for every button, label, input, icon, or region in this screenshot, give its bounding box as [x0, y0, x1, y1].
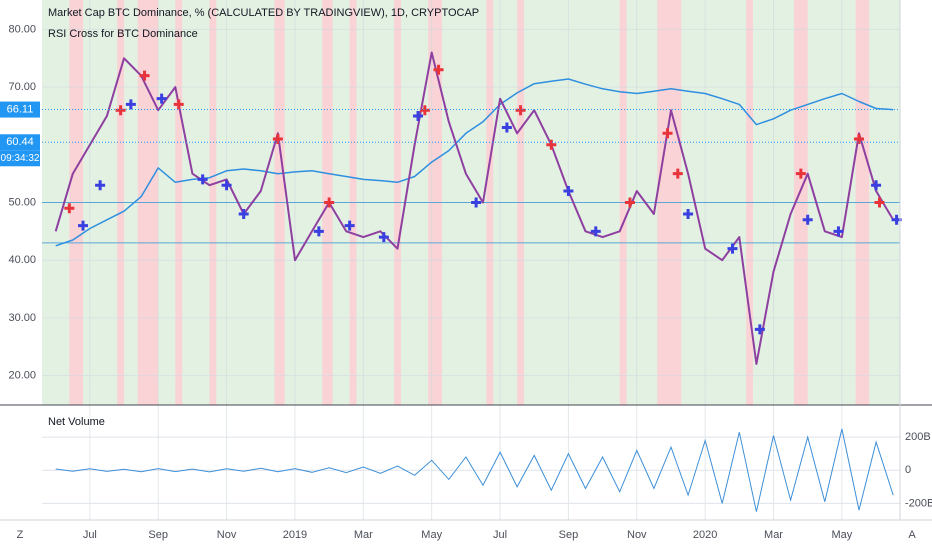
signal-cross [324, 197, 335, 208]
signal-cross [125, 99, 136, 110]
x-tick-label: Jul [493, 529, 507, 541]
signal-cross [471, 197, 482, 208]
signal-cross [313, 226, 324, 237]
y-tick-label: 50.00 [8, 196, 36, 208]
x-tick-label: Sep [559, 529, 579, 541]
signal-cross [546, 139, 557, 150]
volume-title: Net Volume [48, 416, 105, 428]
y-tick-label: 80.00 [8, 23, 36, 35]
signal-cross [833, 226, 844, 237]
price-label: 66.11 [7, 103, 34, 115]
indicator-title: RSI Cross for BTC Dominance [48, 28, 198, 40]
signal-cross [754, 324, 765, 335]
countdown-box [0, 150, 40, 167]
signal-cross [563, 185, 574, 196]
signal-cross [501, 122, 512, 133]
signal-cross [413, 110, 424, 121]
signal-cross [802, 214, 813, 225]
signal-cross [590, 226, 601, 237]
volume-tick-label: 0 [905, 464, 911, 476]
x-tick-label: Mar [354, 529, 373, 541]
signal-cross [156, 93, 167, 104]
signal-cross [64, 203, 75, 214]
x-tick-label: May [831, 529, 852, 541]
series-line [55, 78, 894, 247]
signal-cross [419, 105, 430, 116]
x-tick-label: 2019 [283, 529, 307, 541]
signal-cross [515, 105, 526, 116]
signal-cross [197, 174, 208, 185]
y-tick-label: 70.00 [8, 81, 36, 93]
auto-button[interactable]: A [908, 529, 916, 541]
y-tick-label: 30.00 [8, 312, 36, 324]
price-label: 60.44 [6, 136, 34, 148]
signal-cross [221, 180, 232, 191]
volume-line [55, 428, 894, 512]
signal-cross [795, 168, 806, 179]
y-tick-label: 20.00 [8, 369, 36, 381]
signal-cross [672, 168, 683, 179]
volume-tick-label: -200B [905, 497, 932, 509]
signal-cross [624, 197, 635, 208]
signal-cross [139, 70, 150, 81]
x-tick-label: Nov [627, 529, 647, 541]
x-tick-label: Nov [217, 529, 237, 541]
signal-cross [874, 197, 885, 208]
signal-cross [662, 128, 673, 139]
signal-cross [173, 99, 184, 110]
signal-cross [238, 209, 249, 220]
signal-cross [378, 232, 389, 243]
x-tick-label: 2020 [693, 529, 717, 541]
x-tick-label: Jul [83, 529, 97, 541]
signal-cross [115, 105, 126, 116]
signal-cross [272, 134, 283, 145]
series-line [54, 51, 895, 365]
y-tick-label: 40.00 [8, 254, 36, 266]
price-label-box [0, 134, 40, 151]
zoom-button[interactable]: Z [17, 529, 24, 541]
signal-cross [344, 220, 355, 231]
x-tick-label: May [421, 529, 442, 541]
price-label-box [0, 101, 40, 118]
chart-title: Market Cap BTC Dominance, % (CALCULATED … [48, 7, 479, 19]
signal-cross [727, 243, 738, 254]
x-tick-label: Mar [764, 529, 783, 541]
volume-tick-label: 200B [905, 431, 931, 443]
signal-cross [78, 220, 89, 231]
signal-cross [871, 180, 882, 191]
countdown: 09:34:32 [1, 153, 40, 164]
signal-cross [95, 180, 106, 191]
signal-cross [433, 64, 444, 75]
signal-cross [683, 209, 694, 220]
x-tick-label: Sep [148, 529, 168, 541]
